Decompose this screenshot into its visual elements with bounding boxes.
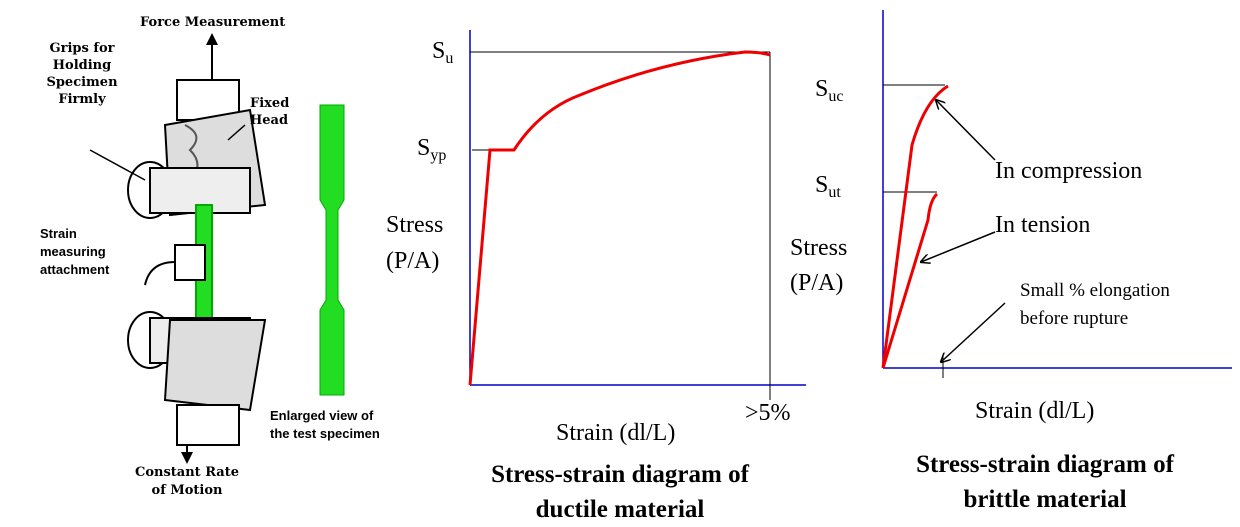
compression-curve [883, 86, 948, 368]
x-label: Strain (dl/L) [975, 398, 1094, 424]
specimen-view-label: the test specimen [270, 426, 380, 441]
grips-line: Grips for [50, 41, 115, 56]
subscript: u [445, 50, 453, 67]
symbol: S [815, 76, 828, 102]
subscript: uc [828, 88, 843, 105]
x-label: Strain (dl/L) [556, 420, 675, 446]
fixed-head-label: Fixed [250, 96, 289, 111]
symbol: S [432, 38, 445, 64]
grips-leader [90, 150, 145, 180]
strain-attachment-label: Strain [40, 226, 77, 241]
motion-label: of Motion [152, 483, 223, 498]
symbol: S [815, 172, 828, 198]
tension-label: In tension [995, 212, 1090, 238]
tension-strength-label: Sut [815, 172, 841, 201]
subscript: ut [828, 184, 841, 201]
title: ductile material [536, 496, 705, 523]
extensometer [175, 245, 205, 280]
grips-line: Specimen [46, 75, 118, 90]
title: Stress-strain diagram of [916, 451, 1175, 478]
grips-line: Firmly [58, 92, 106, 107]
y-label: Stress [790, 235, 847, 261]
ultimate-label: Su [432, 38, 453, 67]
motion-label: Constant Rate [135, 465, 239, 480]
elongation-note: before rupture [1020, 308, 1128, 329]
tension-arrow [921, 232, 995, 262]
elongation-arrow [941, 303, 1005, 362]
compression-arrow [936, 100, 995, 160]
strain-attachment-label: attachment [40, 262, 110, 277]
specimen-enlarged [320, 105, 344, 395]
elongation-note: Small % elongation [1020, 280, 1170, 301]
grips-label: Grips for Holding Specimen Firmly [46, 41, 118, 107]
y-label: (P/A) [790, 270, 843, 296]
y-label: Stress [386, 212, 443, 238]
compression-strength-label: Suc [815, 76, 843, 105]
ductile-curve [470, 52, 770, 385]
compression-label: In compression [995, 158, 1142, 184]
test-machine [90, 35, 265, 462]
lower-crosshead [177, 405, 239, 445]
title: Stress-strain diagram of [491, 461, 750, 488]
force-label: Force Measurement [140, 15, 285, 30]
fixed-head-label: Head [250, 113, 288, 128]
symbol: S [417, 135, 430, 161]
lower-grip [165, 320, 265, 410]
y-label: (P/A) [386, 248, 439, 274]
subscript: yp [430, 147, 446, 164]
brittle-diagram: Suc Sut In compression In tension Stress… [790, 10, 1232, 513]
elongation-label: >5% [745, 400, 791, 426]
page: Force Measurement Grips for Holding Spec… [0, 0, 1240, 527]
tension-curve [883, 194, 937, 368]
specimen-view-label: Enlarged view of [270, 408, 374, 423]
title: brittle material [963, 486, 1126, 513]
yield-label: Syp [417, 135, 446, 164]
ductile-diagram: Su Syp Stress (P/A) >5% Strain (dl/L) St… [386, 30, 806, 523]
extensometer-cable [145, 262, 175, 285]
strain-attachment-label: measuring [40, 244, 106, 259]
grips-line: Holding [53, 58, 111, 73]
